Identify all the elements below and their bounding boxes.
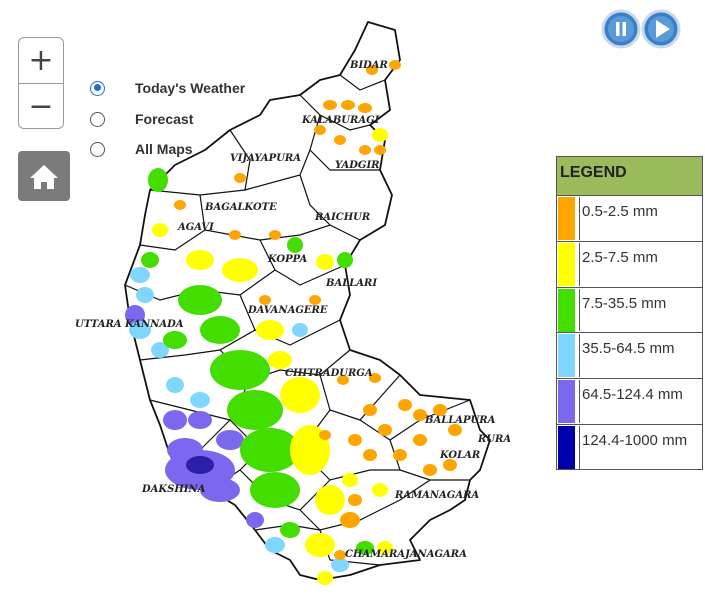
option-all-maps[interactable]: All Maps: [90, 141, 193, 157]
legend-swatch: [558, 380, 575, 424]
option-label[interactable]: Forecast: [135, 111, 194, 127]
pause-icon: [616, 22, 620, 36]
district-label-belagavi: AGAVI: [177, 222, 214, 233]
legend-item: 35.5-64.5 mm: [557, 333, 702, 380]
radio-all-maps[interactable]: [90, 141, 105, 157]
district-label-dakshina-kannada: DAKSHINA: [141, 484, 206, 495]
legend-label: 7.5-35.5 mm: [579, 288, 700, 332]
legend-item: 64.5-124.4 mm: [557, 379, 702, 425]
district-labels: BIDAR KALABURAGI YADGIR VIJAYAPURA BAGAL…: [75, 60, 510, 560]
district-label-koppal: KOPPA: [267, 254, 307, 265]
legend-swatch: [558, 242, 575, 286]
band-very-light: [174, 60, 462, 560]
legend-swatch: [558, 334, 575, 378]
district-label-uttara-kannada: UTTARA KANNADA: [75, 319, 184, 330]
band-moderate: [141, 168, 374, 555]
district-label-davanagere: DAVANAGERE: [247, 305, 328, 316]
district-label-bidar: BIDAR: [349, 60, 388, 71]
rainfall-legend: LEGEND 0.5-2.5 mm 2.5-7.5 mm 7.5-35.5 mm…: [556, 156, 703, 470]
legend-item: 7.5-35.5 mm: [557, 288, 702, 334]
district-label-ballari: BALLARI: [325, 278, 377, 289]
pause-button[interactable]: [601, 9, 641, 49]
district-label-bangalore-rural: RURAL: [477, 434, 510, 445]
legend-item: 0.5-2.5 mm: [557, 196, 702, 242]
option-forecast[interactable]: Forecast: [90, 111, 193, 127]
district-label-kalaburagi: KALABURAGI: [301, 115, 380, 126]
zoom-control: + −: [18, 37, 64, 129]
district-label-vijayapura: VIJAYAPURA: [230, 153, 301, 164]
legend-title: LEGEND: [557, 157, 702, 196]
option-label[interactable]: Today's Weather: [135, 80, 246, 96]
legend-swatch: [558, 197, 575, 240]
rain-symbols: [125, 60, 462, 585]
district-label-yadgir: YADGIR: [335, 160, 379, 171]
radio-todays-weather[interactable]: [90, 80, 105, 96]
district-label-kolar: KOLAR: [439, 450, 480, 461]
option-todays-weather[interactable]: Today's Weather: [90, 80, 245, 96]
karnataka-rainfall-map: BIDAR KALABURAGI YADGIR VIJAYAPURA BAGAL…: [75, 21, 510, 585]
district-label-ramanagara: RAMANAGARA: [394, 490, 479, 501]
band-very-heavy: [125, 305, 264, 528]
district-label-raichur: RAICHUR: [314, 212, 370, 223]
legend-swatch: [558, 425, 575, 469]
legend-item: 2.5-7.5 mm: [557, 242, 702, 288]
zoom-in-button[interactable]: +: [19, 38, 63, 84]
zoom-out-button[interactable]: −: [28, 89, 54, 124]
option-label[interactable]: All Maps: [135, 141, 193, 157]
district-label-chikkaballapura: BALLAPURA: [424, 415, 496, 426]
play-button[interactable]: [641, 9, 681, 49]
legend-label: 124.4-1000 mm: [579, 425, 700, 470]
legend-label: 2.5-7.5 mm: [579, 242, 700, 286]
legend-label: 0.5-2.5 mm: [579, 197, 700, 240]
district-label-chamarajanagara: CHAMARAJANAGARA: [345, 549, 467, 560]
home-icon: [30, 165, 58, 189]
home-button[interactable]: [18, 151, 70, 201]
district-label-chitradurga: CHITRADURGA: [285, 368, 373, 379]
district-label-bagalkote: BAGALKOTE: [204, 202, 277, 213]
play-icon: [656, 20, 670, 38]
band-heavy: [129, 267, 349, 572]
radio-forecast[interactable]: [90, 111, 105, 127]
legend-item: 124.4-1000 mm: [557, 425, 702, 471]
legend-swatch: [558, 288, 575, 332]
legend-label: 35.5-64.5 mm: [579, 334, 700, 378]
legend-label: 64.5-124.4 mm: [579, 380, 700, 423]
